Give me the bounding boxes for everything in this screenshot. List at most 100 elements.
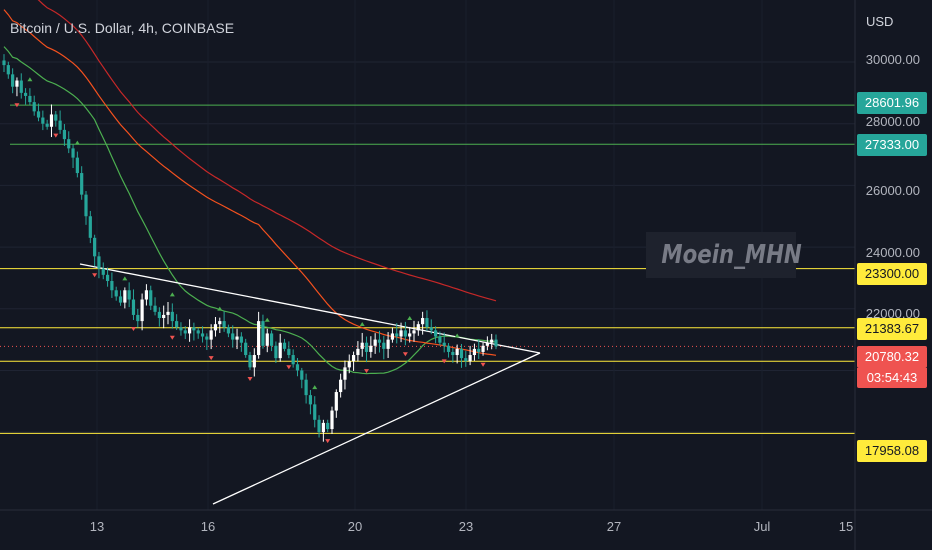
buy-signal-marker: [217, 306, 223, 311]
candle-body: [446, 345, 451, 352]
sell-signal-marker: [169, 335, 175, 340]
candle-body: [162, 314, 166, 319]
candle-body: [468, 355, 472, 362]
candle-body: [364, 342, 369, 352]
candle-body: [244, 342, 248, 356]
author-watermark: Moein_MHN: [646, 232, 802, 278]
candle-body: [209, 330, 213, 340]
candle-body: [459, 348, 464, 359]
candle-body: [433, 330, 438, 337]
price-tag-28601: 28601.96: [857, 92, 927, 114]
candle-body: [41, 117, 45, 124]
candle-body: [75, 157, 79, 174]
candle-body: [213, 324, 218, 331]
candle-body: [58, 120, 62, 130]
candle-body: [140, 299, 144, 322]
candle-body: [153, 305, 157, 312]
candle-body: [23, 92, 28, 96]
buy-signal-marker: [359, 321, 365, 326]
candle-body: [93, 237, 97, 257]
candle-body: [291, 355, 295, 365]
time-label-20: 20: [347, 519, 363, 534]
candle-body: [218, 321, 222, 325]
candle-body: [317, 419, 321, 433]
candle-body: [395, 333, 399, 337]
candle-body: [196, 330, 200, 334]
buy-signal-marker: [122, 276, 128, 281]
candle-body: [49, 114, 54, 127]
candle-body: [166, 311, 170, 315]
ma-slow-line: [37, 0, 497, 302]
candle-body: [110, 281, 114, 291]
triangle-pattern: [79, 263, 541, 505]
candle-body: [269, 333, 274, 346]
candle-body: [131, 299, 136, 315]
buy-signal-marker: [264, 317, 270, 322]
time-label-23: 23: [458, 519, 474, 534]
candle-body: [304, 379, 308, 396]
candle-body: [313, 404, 317, 420]
buy-signal-marker: [74, 140, 80, 145]
price-tag-17958: 17958.08: [857, 440, 927, 462]
candle-body: [28, 95, 32, 103]
candle-body: [382, 342, 386, 349]
time-label-jul: Jul: [753, 519, 771, 534]
candle-body: [175, 321, 179, 328]
currency-label: USD: [866, 14, 894, 29]
candle-body: [114, 290, 118, 297]
candle-body: [295, 364, 300, 371]
candle-body: [54, 114, 58, 121]
candle-body: [239, 336, 243, 343]
buy-signal-marker: [27, 77, 33, 82]
candle-body: [351, 355, 356, 362]
candle-body: [472, 348, 477, 356]
candle-body: [494, 339, 498, 347]
candle-body: [300, 370, 304, 380]
candle-body: [464, 358, 468, 362]
triangle-upper-line: [79, 263, 541, 354]
candle-body: [105, 274, 110, 282]
price-label-22000: 22000.00: [865, 306, 920, 321]
candle-body: [451, 351, 455, 356]
candle-body: [11, 74, 15, 87]
time-label-27: 27: [606, 519, 622, 534]
candle-body: [490, 339, 494, 343]
candle-body: [149, 290, 153, 306]
sell-signal-marker: [92, 273, 98, 278]
candle-body: [356, 348, 360, 356]
candle-body: [278, 342, 282, 359]
triangle-lower-line: [212, 352, 541, 505]
candle-body: [67, 139, 71, 149]
candle-body: [330, 410, 334, 430]
sell-signal-marker: [53, 133, 59, 138]
candle-body: [205, 336, 209, 340]
candle-body: [360, 342, 364, 349]
sell-signal-marker: [325, 439, 331, 444]
sell-signal-marker: [364, 369, 370, 374]
candle-body: [265, 333, 269, 346]
candle-body: [390, 333, 395, 340]
price-label-28000: 28000.00: [865, 114, 920, 129]
candle-body: [347, 361, 351, 368]
candle-body: [36, 111, 41, 118]
candle-body: [257, 321, 261, 356]
price-tag-27333: 27333.00: [857, 134, 927, 156]
candle-body: [123, 290, 127, 303]
candle-body: [252, 355, 256, 368]
candle-body: [377, 339, 382, 343]
candle-body: [416, 324, 420, 331]
candle-body: [187, 327, 192, 334]
candle-body: [71, 148, 75, 158]
candle-body: [403, 330, 407, 337]
candle-body: [192, 327, 196, 331]
candle-body: [425, 318, 429, 328]
candle-body: [485, 342, 489, 346]
candle-body: [62, 129, 67, 140]
candle-body: [222, 321, 226, 328]
sell-signal-marker: [14, 103, 20, 108]
current-price-tag: 20780.32: [857, 346, 927, 368]
sell-signal-marker: [402, 352, 408, 357]
candle-body: [412, 330, 416, 334]
sell-signal-marker: [130, 327, 136, 332]
